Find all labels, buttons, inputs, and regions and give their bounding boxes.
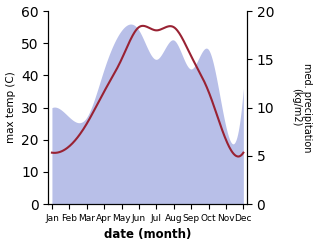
Y-axis label: max temp (C): max temp (C) xyxy=(5,72,16,144)
X-axis label: date (month): date (month) xyxy=(104,228,191,242)
Y-axis label: med. precipitation
(kg/m2): med. precipitation (kg/m2) xyxy=(291,63,313,152)
